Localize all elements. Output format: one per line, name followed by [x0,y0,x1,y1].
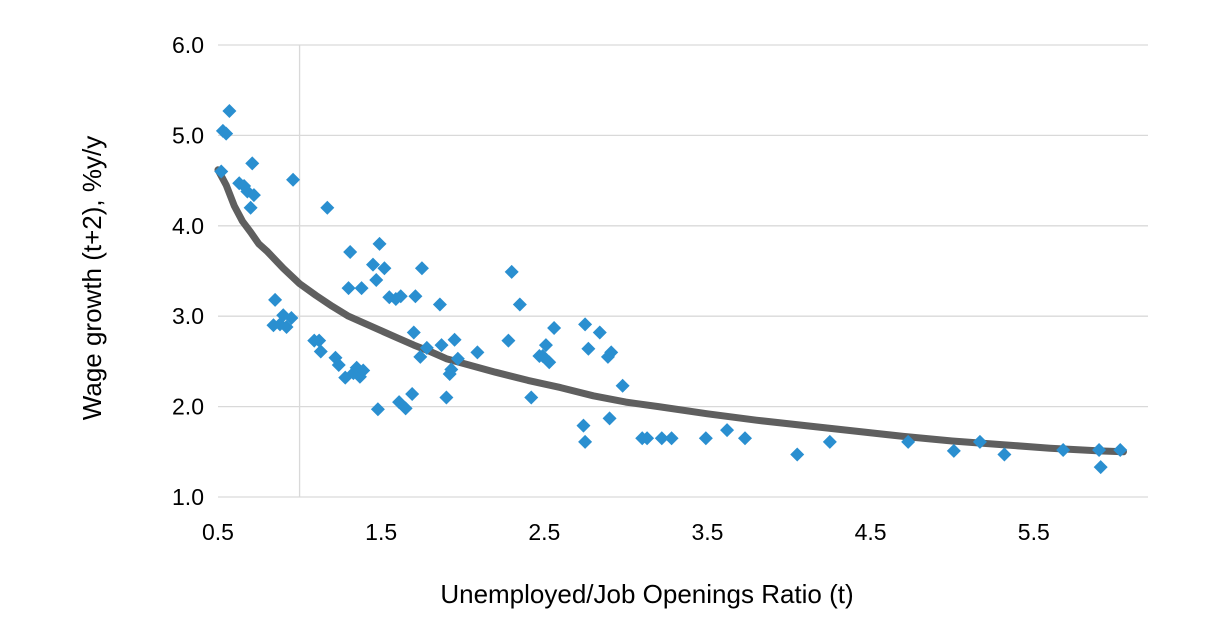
x-tick-label: 2.5 [528,519,560,545]
data-point [524,390,539,405]
data-point [312,333,327,348]
data-point [341,281,356,296]
x-tick-label: 3.5 [691,519,723,545]
y-tick-label: 2.0 [172,394,204,420]
fit-line [214,166,1127,456]
y-tick-label: 5.0 [172,122,204,148]
data-point [320,200,335,215]
data-point [243,200,258,215]
data-point [640,431,655,446]
data-point [372,236,387,251]
gridlines [218,44,1148,498]
data-point [398,401,413,416]
data-point [343,245,358,260]
data-point [266,318,281,333]
data-point [470,345,485,360]
y-tick-label: 6.0 [172,32,204,58]
data-point [447,332,462,347]
axis-labels: 1.0 2.0 3.0 4.0 5.0 6.0 0.5 1.5 2.5 3.5 4.5 5.5 [172,32,1050,545]
fit-line-layer [214,166,1127,456]
data-point [406,325,421,340]
data-point [408,289,423,304]
data-point [720,423,735,438]
x-axis-title: Unemployed/Job Openings Ratio (t) [440,579,853,609]
x-tick-label: 1.5 [365,519,397,545]
x-tick-label: 4.5 [855,519,887,545]
data-point [354,281,369,296]
data-point [1056,442,1071,457]
data-point [578,317,593,332]
data-point [592,325,607,340]
data-point [419,340,434,355]
data-point [369,273,384,288]
y-tick-label: 1.0 [172,484,204,510]
data-point [1113,442,1128,457]
data-point [946,443,961,458]
data-point [542,355,557,370]
data-point [356,363,371,378]
data-point [313,344,328,359]
x-tick-label: 5.5 [1018,519,1050,545]
data-point [450,351,465,366]
data-point [654,431,669,446]
points-layer [214,103,1128,475]
data-point [366,257,380,272]
data-point [268,292,283,307]
data-point [698,431,713,446]
data-point [405,386,420,401]
data-point [276,308,291,323]
data-point [664,431,679,446]
data-point [439,390,454,405]
y-tick-label: 4.0 [172,213,204,239]
x-tick-label: 0.5 [202,519,234,545]
data-point [432,297,447,312]
data-point [393,289,408,304]
data-point [538,338,553,353]
data-point [1092,442,1107,457]
data-point [246,188,261,203]
data-point [413,349,428,364]
data-point [576,418,591,433]
data-point [504,264,519,279]
data-point [547,320,562,335]
data-point [377,261,392,276]
data-point [600,349,615,364]
data-point [615,378,630,393]
data-point [222,103,237,118]
data-point [901,434,916,449]
y-tick-label: 3.0 [172,303,204,329]
data-point [512,297,527,312]
data-point [414,261,429,276]
data-point [501,333,516,348]
data-point [790,447,805,462]
data-point [370,402,385,417]
data-point [972,434,987,449]
data-point [286,172,301,187]
data-point [331,358,346,373]
data-point [602,411,617,426]
data-point [444,362,459,377]
y-axis-title: Wage growth (t+2), %y/y [77,136,107,420]
data-point [997,447,1012,462]
data-point [1093,460,1108,475]
data-point [822,434,837,449]
data-point [581,341,596,356]
data-point [245,156,260,171]
data-point [434,338,449,353]
data-point [219,126,234,141]
data-point [738,431,752,446]
data-point [578,434,593,449]
data-point [214,164,229,179]
